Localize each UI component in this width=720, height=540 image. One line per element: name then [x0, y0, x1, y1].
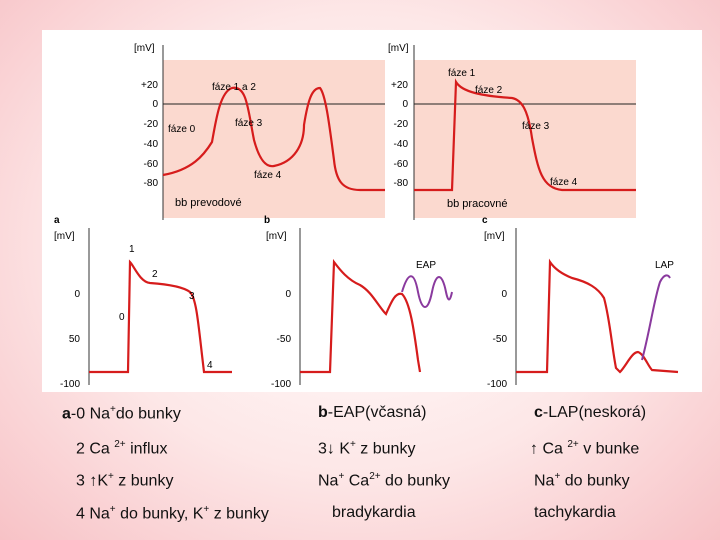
- phase-label: fáze 3: [235, 118, 263, 129]
- phase-label: fáze 0: [168, 124, 196, 135]
- legend-col3-header: c-LAP(neskorá): [534, 404, 647, 421]
- phase-label: fáze 1: [448, 68, 476, 79]
- unit-label: [mV]: [134, 43, 155, 54]
- y-tick: -100: [271, 379, 291, 390]
- y-tick: -100: [487, 379, 507, 390]
- phase-label: fáze 2: [475, 85, 503, 96]
- y-tick: 0: [152, 99, 158, 110]
- y-tick: -40: [144, 139, 159, 150]
- panel-letter: b: [264, 215, 270, 226]
- point-label: 0: [119, 312, 125, 323]
- unit-label: [mV]: [484, 231, 505, 242]
- panel-bg: [414, 60, 636, 218]
- panel-a: a [mV] 0 50 -100 1 2 3 0 4: [54, 215, 232, 390]
- legend-col1-header: a-0 Na+do bunky: [62, 404, 181, 423]
- point-label: 2: [152, 269, 158, 280]
- y-tick: -20: [394, 119, 409, 130]
- y-tick: -100: [60, 379, 80, 390]
- panel-letter: a: [54, 215, 60, 226]
- lap-upstroke: [641, 274, 671, 361]
- annotation-label: EAP: [416, 260, 436, 271]
- legend-col3-line4: tachykardia: [534, 504, 616, 521]
- ap-curve: [89, 259, 232, 374]
- ap-curve: [162, 86, 385, 192]
- phase-label: fáze 4: [254, 170, 282, 181]
- panel-caption: bb pracovné: [447, 198, 508, 210]
- panel-bg: [163, 60, 385, 218]
- y-tick: +20: [391, 80, 408, 91]
- legend-col1-line3: 3 ↑K+ z bunky: [76, 471, 174, 490]
- y-tick: -50: [493, 334, 508, 345]
- panel-top-right: [mV] +20 0 -20 -40 -60 -80 fáze 1 fáze 2…: [388, 43, 636, 220]
- panel-caption: bb prevodové: [175, 197, 242, 209]
- legend-col2-line4: bradykardia: [332, 504, 416, 521]
- unit-label: [mV]: [54, 231, 75, 242]
- phase-label: fáze 3: [522, 121, 550, 132]
- figure-area: [mV] +20 0 -20 -40 -60 -80 fáze 1 a 2 fá…: [42, 30, 702, 392]
- point-label: 3: [189, 291, 195, 302]
- legend-col2-line2: 3↓ K+ z bunky: [318, 439, 416, 458]
- unit-label: [mV]: [388, 43, 409, 54]
- y-tick: -40: [394, 139, 409, 150]
- annotation-label: LAP: [655, 260, 674, 271]
- point-label: 4: [207, 360, 213, 371]
- panel-letter: c: [482, 215, 488, 226]
- unit-label: [mV]: [266, 231, 287, 242]
- phase-label: fáze 1 a 2: [212, 82, 256, 93]
- panel-c: c [mV] 0 -50 -100 LAP: [482, 215, 679, 390]
- ap-curve: [414, 78, 636, 192]
- legend-col2-header: b-EAP(včasná): [318, 404, 427, 421]
- legend-col3-line3: Na+ do bunky: [534, 471, 630, 490]
- y-tick: -80: [144, 178, 159, 189]
- phase-label: fáze 4: [550, 177, 578, 188]
- y-tick: -80: [394, 178, 409, 189]
- action-potential-figure: [mV] +20 0 -20 -40 -60 -80 fáze 1 a 2 fá…: [54, 43, 679, 390]
- point-label: 1: [129, 244, 135, 255]
- y-tick: 0: [74, 289, 80, 300]
- ap-curve: [516, 258, 679, 374]
- y-tick: -60: [144, 159, 159, 170]
- y-tick: 0: [285, 289, 291, 300]
- legend-col1-line2: 2 Ca 2+ influx: [76, 439, 168, 458]
- eap-oscillation: [401, 275, 453, 308]
- legend-col2-line3: Na+ Ca2+ do bunky: [318, 471, 450, 490]
- y-tick: +20: [141, 80, 158, 91]
- legend-col1-line4: 4 Na+ do bunky, K+ z bunky: [76, 504, 269, 523]
- y-tick: 0: [402, 99, 408, 110]
- legend-col3-line2: ↑ Ca 2+ v bunke: [530, 439, 640, 458]
- panel-top-left: [mV] +20 0 -20 -40 -60 -80 fáze 1 a 2 fá…: [134, 43, 385, 220]
- y-tick: 0: [501, 289, 507, 300]
- y-tick: -60: [394, 159, 409, 170]
- ap-curve: [300, 258, 422, 374]
- panel-b: b [mV] 0 -50 -100 EAP: [264, 215, 453, 390]
- y-tick: 50: [69, 334, 81, 345]
- y-tick: -50: [277, 334, 292, 345]
- y-tick: -20: [144, 119, 159, 130]
